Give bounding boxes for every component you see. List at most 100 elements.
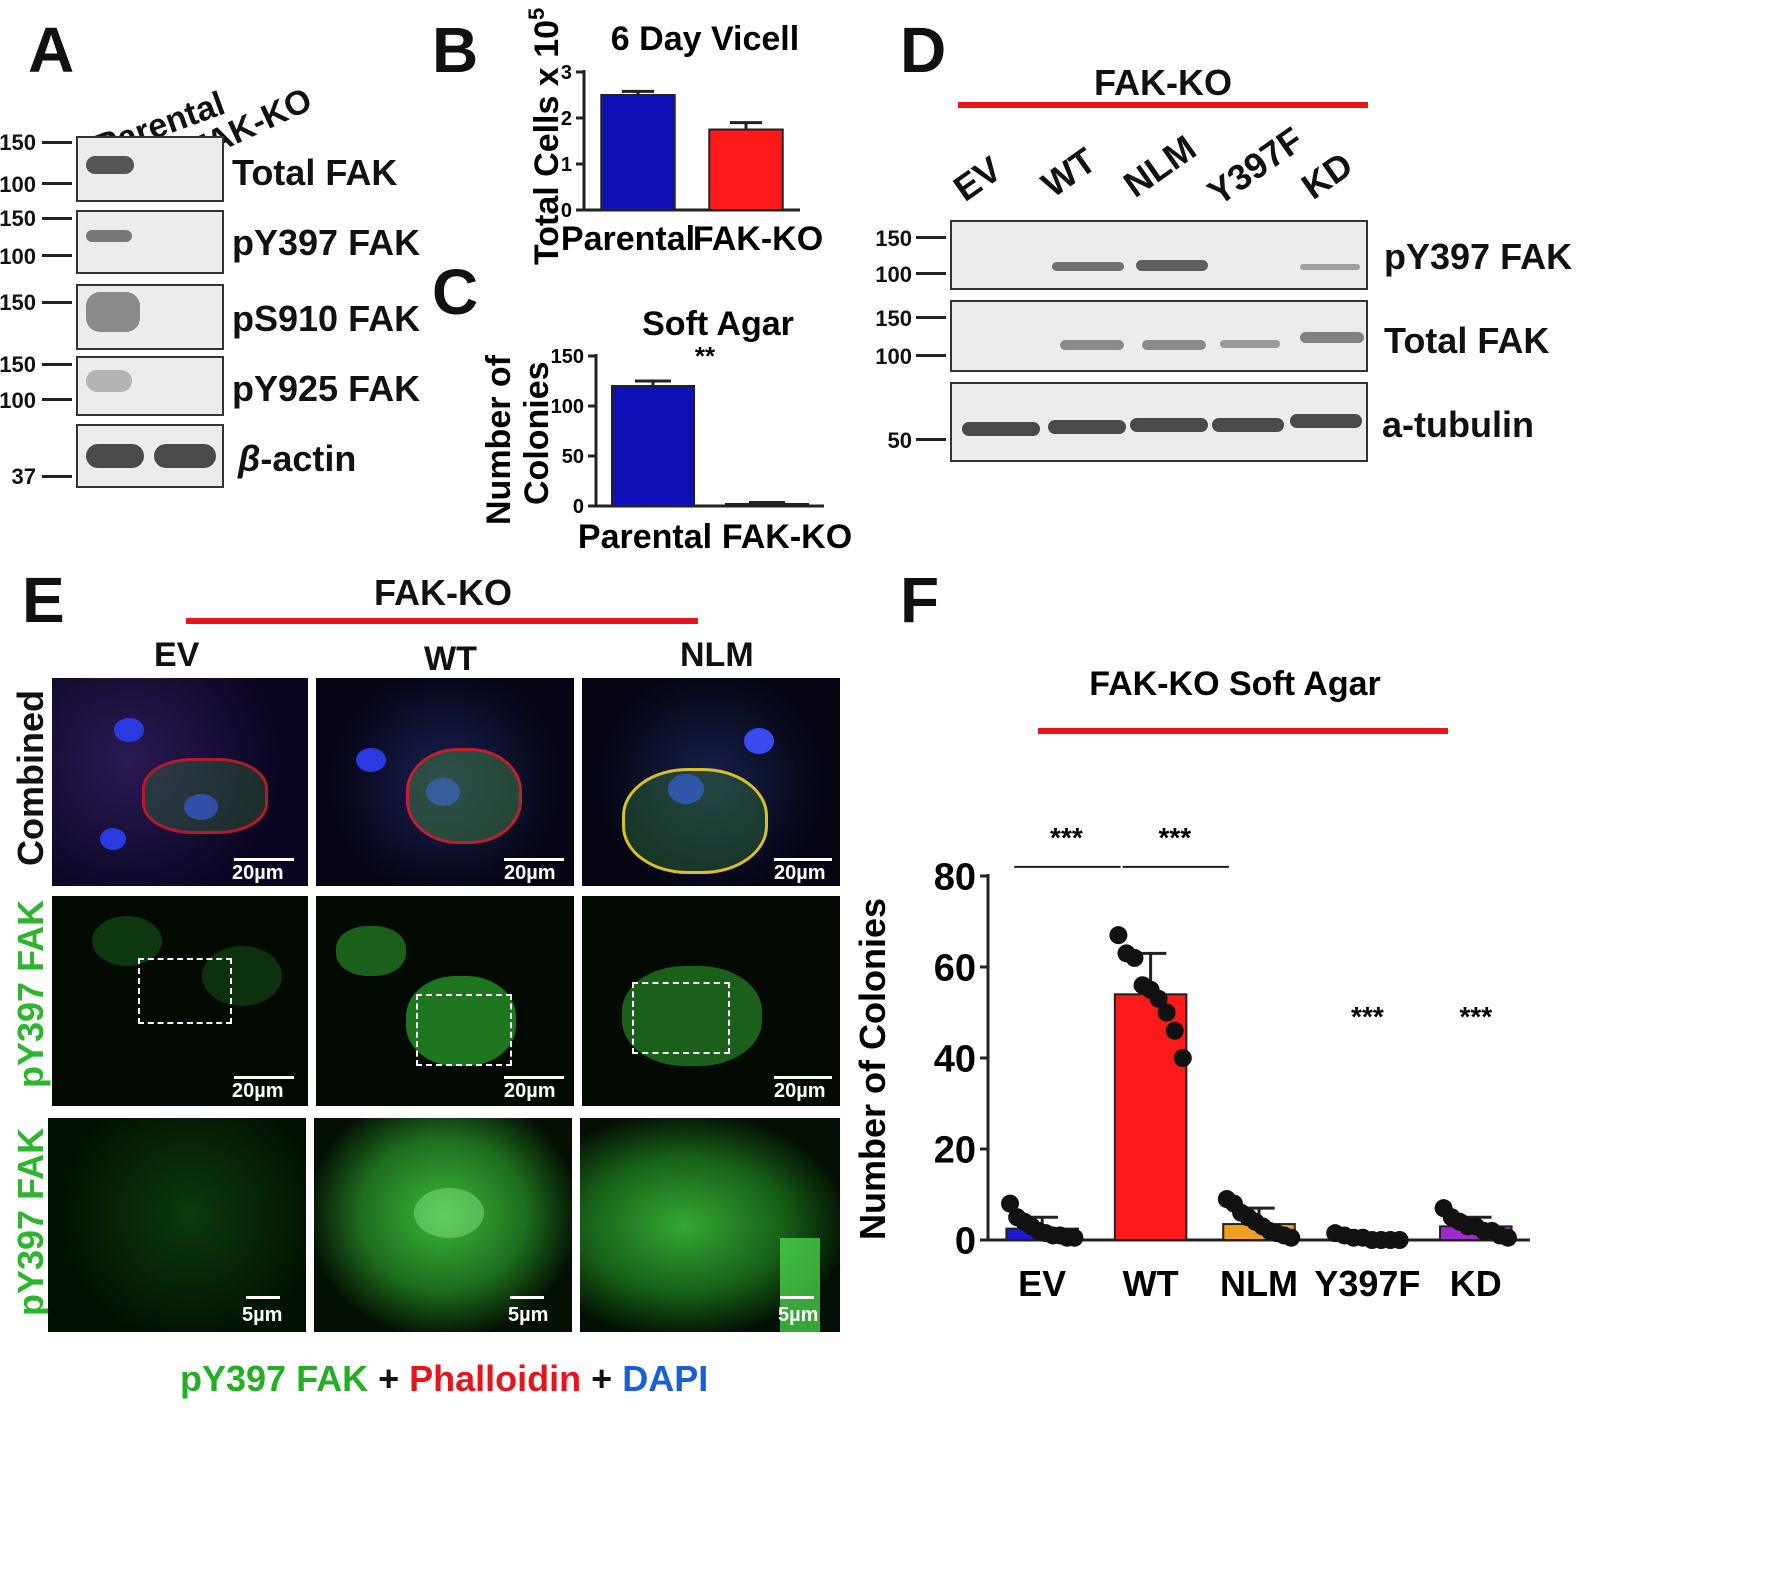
bar: [708, 128, 784, 211]
cell-body: [622, 768, 768, 874]
band: [1290, 414, 1362, 428]
image-zoom-wt: 5µm: [314, 1118, 572, 1332]
y-tick-label: 1: [561, 154, 572, 176]
cell-body: [336, 926, 406, 976]
scale-bar-label: 5µm: [242, 1304, 283, 1326]
panel-c-chart: Soft Agar ** Number of Colonies 0 50 100 15…: [480, 305, 852, 556]
panel-f-chart: FAK-KO Soft Agar Number of Colonies 0 20 4…: [852, 665, 1530, 1304]
significance-label: ***: [1050, 822, 1083, 853]
mw-tick: [42, 254, 72, 257]
panel-b-chart: 6 Day Vicell Total Cells x 105 0 1 2 3 Paren…: [524, 8, 823, 265]
legend-green: pY397 FAK: [180, 1358, 369, 1399]
panel-letter-d: D: [900, 14, 947, 86]
scale-bar: [234, 858, 294, 861]
y-tick-label: 50: [562, 446, 584, 468]
lane-label-y397f: Y397F: [1199, 118, 1311, 214]
lane-label-wt: WT: [1033, 139, 1104, 206]
x-tick-label: EV: [1018, 1263, 1066, 1304]
nucleus: [100, 828, 126, 850]
data-point: [1390, 1231, 1409, 1249]
y-tick-label: 3: [561, 62, 572, 84]
y-axis-label-text: Number of Colonies: [852, 898, 893, 1240]
panel-letter-b: B: [432, 14, 479, 86]
blot-total-fak-d: [950, 300, 1368, 372]
scale-bar: [774, 1076, 832, 1079]
scale-bar-label: 20µm: [504, 1080, 556, 1102]
nucleus: [744, 728, 774, 754]
image-combined-ev: 20µm: [52, 678, 308, 886]
scale-bar-label: 20µm: [232, 862, 284, 884]
panel-d-header: FAK-KO: [1094, 62, 1232, 103]
data-point: [1109, 926, 1128, 945]
x-tick-label: WT: [1123, 1263, 1179, 1304]
lane-label-nlm: NLM: [1115, 126, 1204, 206]
mw-tick: [916, 438, 946, 441]
band: [1048, 420, 1126, 434]
significance-label: ***: [1351, 1001, 1384, 1032]
image-combined-wt: 20µm: [316, 678, 574, 886]
y-axis-label: Number of Colonies: [852, 898, 893, 1240]
cell-body: [406, 748, 522, 844]
scale-bar-label: 20µm: [504, 862, 556, 884]
scale-bar-label: 20µm: [774, 1080, 826, 1102]
scale-bar: [780, 1296, 814, 1299]
lane-label-ev: EV: [945, 148, 1009, 210]
bar: [724, 503, 810, 507]
significance-label: **: [695, 341, 716, 371]
y-axis-label: Total Cells x 105: [524, 8, 566, 265]
mw-tick: [42, 398, 72, 401]
band: [86, 230, 132, 242]
x-tick-label: NLM: [1220, 1263, 1298, 1304]
mw-marker: 100: [0, 172, 36, 197]
band: [1142, 340, 1206, 350]
band: [1136, 260, 1208, 271]
column-label-wt: WT: [424, 640, 477, 678]
mw-tick: [42, 217, 72, 220]
panel-e-header: FAK-KO: [374, 572, 512, 613]
chart-title-red-line: [1038, 728, 1448, 734]
panel-d-red-line: [958, 102, 1368, 108]
band: [1220, 340, 1280, 348]
data-point: [1165, 1021, 1184, 1040]
nucleus: [356, 748, 386, 772]
y-tick-label: 60: [934, 948, 976, 990]
actin-text: -actin: [260, 438, 357, 479]
x-tick-label: FAK-KO: [693, 220, 823, 258]
y-axis-label-line-2: Colonies: [518, 361, 556, 505]
y-tick-label: 20: [934, 1130, 976, 1172]
cell-edge: [780, 1238, 820, 1332]
row-label-combined: Combined: [10, 690, 51, 866]
x-tick-label: Y397F: [1314, 1263, 1420, 1304]
scale-bar: [774, 858, 832, 861]
image-py397-nlm: 20µm: [582, 896, 840, 1106]
image-zoom-ev: 5µm: [48, 1118, 306, 1332]
scale-bar: [504, 1076, 564, 1079]
y-axis-label-line-1: Number of: [480, 354, 518, 525]
blot-label-a-tubulin: a-tubulin: [1382, 404, 1534, 445]
image-py397-ev: 20µm: [52, 896, 308, 1106]
zoom-box: [632, 982, 730, 1054]
data-point: [1001, 1194, 1020, 1213]
y-tick-label: 2: [561, 108, 572, 130]
mw-marker: 150: [0, 206, 36, 231]
image-zoom-nlm: 5µm: [580, 1118, 840, 1332]
band: [962, 422, 1040, 436]
blot-ps910-fak: [76, 284, 224, 350]
data-point: [1149, 989, 1168, 1008]
blot-beta-actin: [76, 424, 224, 488]
mw-tick: [42, 141, 72, 144]
panel-letter-e: E: [22, 564, 65, 636]
column-label-ev: EV: [154, 636, 200, 674]
y-tick-label: 150: [551, 346, 584, 368]
mw-marker: 150: [875, 226, 912, 251]
data-point: [1498, 1228, 1517, 1247]
scale-bar-label: 20µm: [774, 862, 826, 884]
blot-label-py925-fak: pY925 FAK: [232, 368, 421, 409]
data-point: [1125, 948, 1144, 967]
data-point: [1282, 1228, 1301, 1247]
panel-e-red-line: [186, 618, 698, 624]
band: [1300, 264, 1360, 270]
mw-tick: [42, 182, 72, 185]
legend-blue: DAPI: [622, 1358, 709, 1399]
band: [86, 156, 134, 174]
